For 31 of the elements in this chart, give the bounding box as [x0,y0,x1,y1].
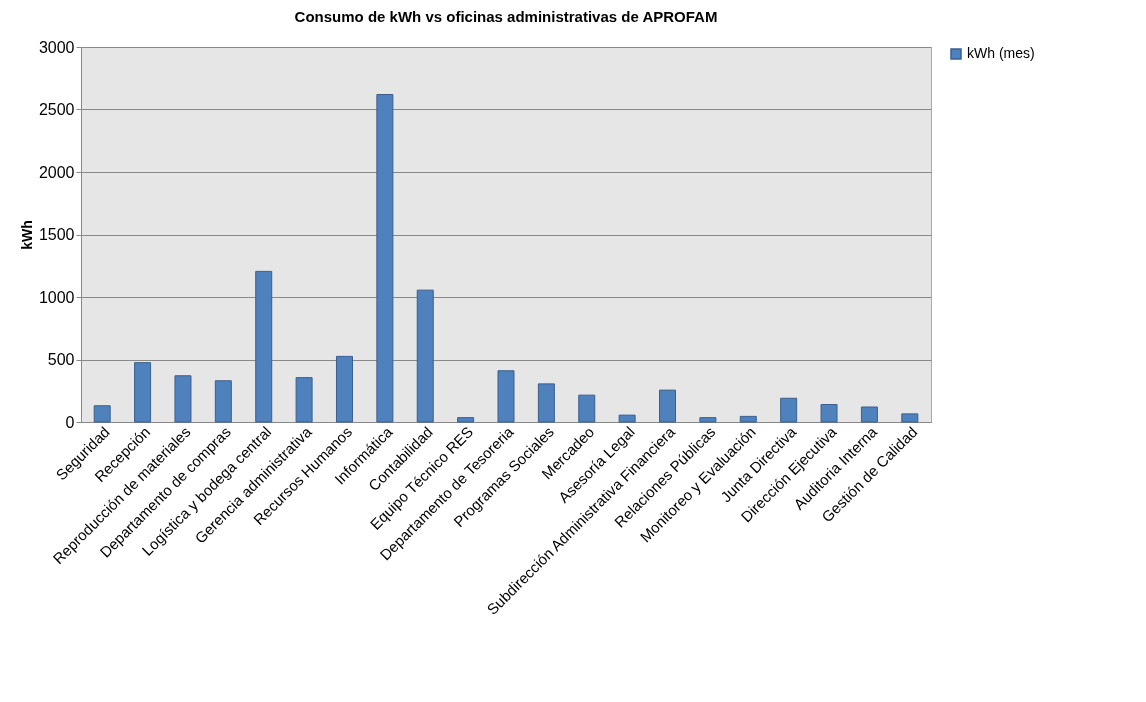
bar [497,370,515,423]
y-tick-label: 500 [47,351,75,368]
bar [780,397,798,423]
legend-label: kWh (mes) [967,45,1035,61]
bar [739,415,757,423]
bar [860,406,878,423]
bar [255,270,273,423]
bar [578,394,596,423]
bar [376,94,394,423]
bar [174,375,192,423]
y-tick-label: 2000 [38,163,75,181]
y-tick-label: 1000 [38,288,75,306]
bar [699,417,717,423]
bar [457,417,475,423]
bar [295,377,313,423]
y-axis-title: kWh [18,220,35,250]
y-tick-label: 0 [65,413,75,431]
y-tick-label: 1500 [38,226,75,243]
bar [335,355,353,423]
bar [214,380,232,423]
bar [416,289,434,423]
bar [537,383,555,423]
bar [618,414,636,423]
bar [134,362,152,423]
y-tick-label: 2500 [38,101,75,118]
bar [901,413,919,423]
bar [659,389,677,423]
y-tick-label: 3000 [38,38,75,56]
bar [820,404,838,423]
bar [93,405,111,423]
chart-title: Consumo de kWh vs oficinas administrativas de APROFAM [294,8,718,25]
